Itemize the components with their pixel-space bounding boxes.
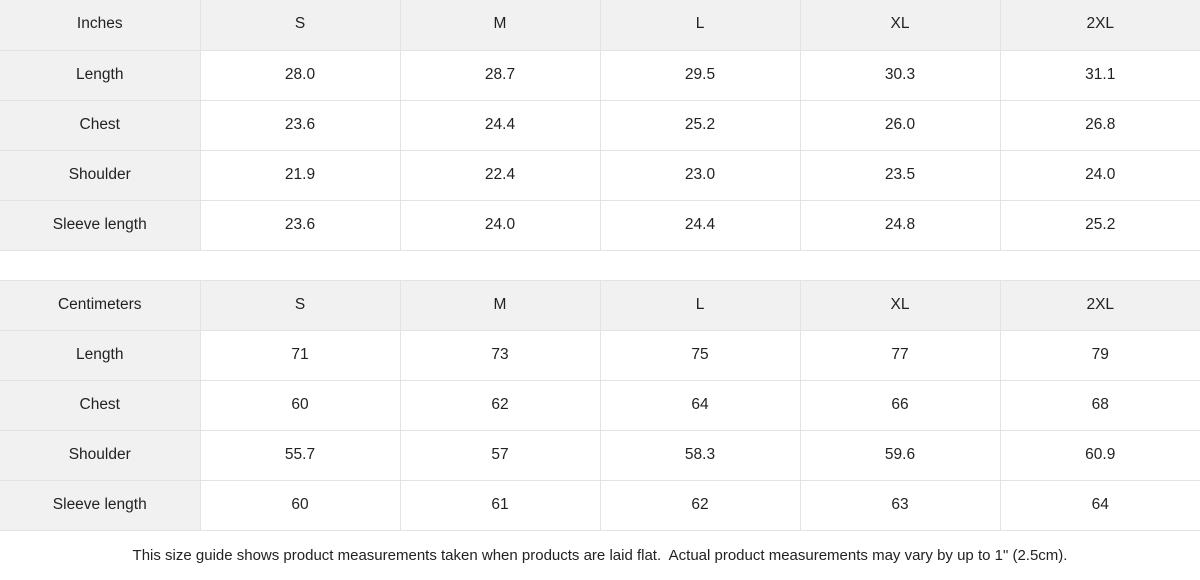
table-header-centimeters: Centimeters S M L XL 2XL (0, 280, 1200, 331)
cell-sleeve-length-s: 60 (200, 480, 401, 531)
table-row: Sleeve length 60 61 62 63 64 (0, 480, 1200, 531)
column-header-2xl: 2XL (1000, 280, 1200, 331)
cell-sleeve-length-l: 62 (600, 480, 801, 531)
row-label-length: Length (0, 50, 201, 101)
cell-shoulder-l: 58.3 (600, 430, 801, 481)
cell-sleeve-length-2xl: 64 (1000, 480, 1200, 531)
column-header-2xl: 2XL (1000, 0, 1200, 51)
cell-length-s: 71 (200, 330, 401, 381)
row-label-chest: Chest (0, 100, 201, 151)
row-label-shoulder: Shoulder (0, 150, 201, 201)
header-row: Centimeters S M L XL 2XL (0, 280, 1200, 331)
table-row: Chest 23.6 24.4 25.2 26.0 26.8 (0, 100, 1200, 151)
cell-sleeve-length-m: 61 (400, 480, 601, 531)
column-header-m: M (400, 280, 601, 331)
cell-chest-2xl: 26.8 (1000, 100, 1200, 151)
unit-label-inches: Inches (0, 0, 201, 51)
column-header-m: M (400, 0, 601, 51)
unit-label-centimeters: Centimeters (0, 280, 201, 331)
column-header-xl: XL (800, 0, 1001, 51)
row-label-sleeve-length: Sleeve length (0, 200, 201, 251)
cell-length-l: 75 (600, 330, 801, 381)
cell-shoulder-m: 57 (400, 430, 601, 481)
cell-sleeve-length-xl: 24.8 (800, 200, 1001, 251)
row-label-shoulder: Shoulder (0, 430, 201, 481)
cell-sleeve-length-m: 24.0 (400, 200, 601, 251)
cell-shoulder-m: 22.4 (400, 150, 601, 201)
table-row: Shoulder 55.7 57 58.3 59.6 60.9 (0, 430, 1200, 481)
cell-shoulder-xl: 23.5 (800, 150, 1001, 201)
cell-length-m: 73 (400, 330, 601, 381)
cell-chest-m: 62 (400, 380, 601, 431)
cell-sleeve-length-2xl: 25.2 (1000, 200, 1200, 251)
table-row: Length 28.0 28.7 29.5 30.3 31.1 (0, 50, 1200, 101)
cell-length-l: 29.5 (600, 50, 801, 101)
cell-length-xl: 77 (800, 330, 1001, 381)
size-table-inches: Inches S M L XL 2XL Length 28.0 28.7 29.… (0, 0, 1200, 251)
column-header-l: L (600, 0, 801, 51)
cell-sleeve-length-s: 23.6 (200, 200, 401, 251)
header-row: Inches S M L XL 2XL (0, 0, 1200, 51)
cell-chest-xl: 26.0 (800, 100, 1001, 151)
column-header-s: S (200, 280, 401, 331)
row-label-sleeve-length: Sleeve length (0, 480, 201, 531)
table-row: Shoulder 21.9 22.4 23.0 23.5 24.0 (0, 150, 1200, 201)
column-header-s: S (200, 0, 401, 51)
column-header-xl: XL (800, 280, 1001, 331)
cell-length-s: 28.0 (200, 50, 401, 101)
size-table-centimeters: Centimeters S M L XL 2XL Length 71 73 75… (0, 280, 1200, 531)
cell-chest-s: 60 (200, 380, 401, 431)
table-spacer (0, 250, 1200, 281)
cell-shoulder-2xl: 60.9 (1000, 430, 1200, 481)
row-label-chest: Chest (0, 380, 201, 431)
table-row: Chest 60 62 64 66 68 (0, 380, 1200, 431)
cell-chest-l: 64 (600, 380, 801, 431)
cell-length-2xl: 79 (1000, 330, 1200, 381)
cell-sleeve-length-xl: 63 (800, 480, 1001, 531)
cell-length-xl: 30.3 (800, 50, 1001, 101)
table-row: Length 71 73 75 77 79 (0, 330, 1200, 381)
table-row: Sleeve length 23.6 24.0 24.4 24.8 25.2 (0, 200, 1200, 251)
cell-chest-s: 23.6 (200, 100, 401, 151)
cell-sleeve-length-l: 24.4 (600, 200, 801, 251)
cell-shoulder-s: 55.7 (200, 430, 401, 481)
cell-chest-xl: 66 (800, 380, 1001, 431)
table-body-inches: Length 28.0 28.7 29.5 30.3 31.1 Chest 23… (0, 50, 1200, 251)
size-guide-note: This size guide shows product measuremen… (0, 531, 1200, 580)
row-label-length: Length (0, 330, 201, 381)
cell-shoulder-l: 23.0 (600, 150, 801, 201)
cell-chest-l: 25.2 (600, 100, 801, 151)
cell-length-m: 28.7 (400, 50, 601, 101)
cell-shoulder-xl: 59.6 (800, 430, 1001, 481)
column-header-l: L (600, 280, 801, 331)
cell-shoulder-2xl: 24.0 (1000, 150, 1200, 201)
cell-chest-m: 24.4 (400, 100, 601, 151)
cell-chest-2xl: 68 (1000, 380, 1200, 431)
table-body-centimeters: Length 71 73 75 77 79 Chest 60 62 64 66 … (0, 330, 1200, 531)
table-header-inches: Inches S M L XL 2XL (0, 0, 1200, 51)
cell-shoulder-s: 21.9 (200, 150, 401, 201)
cell-length-2xl: 31.1 (1000, 50, 1200, 101)
